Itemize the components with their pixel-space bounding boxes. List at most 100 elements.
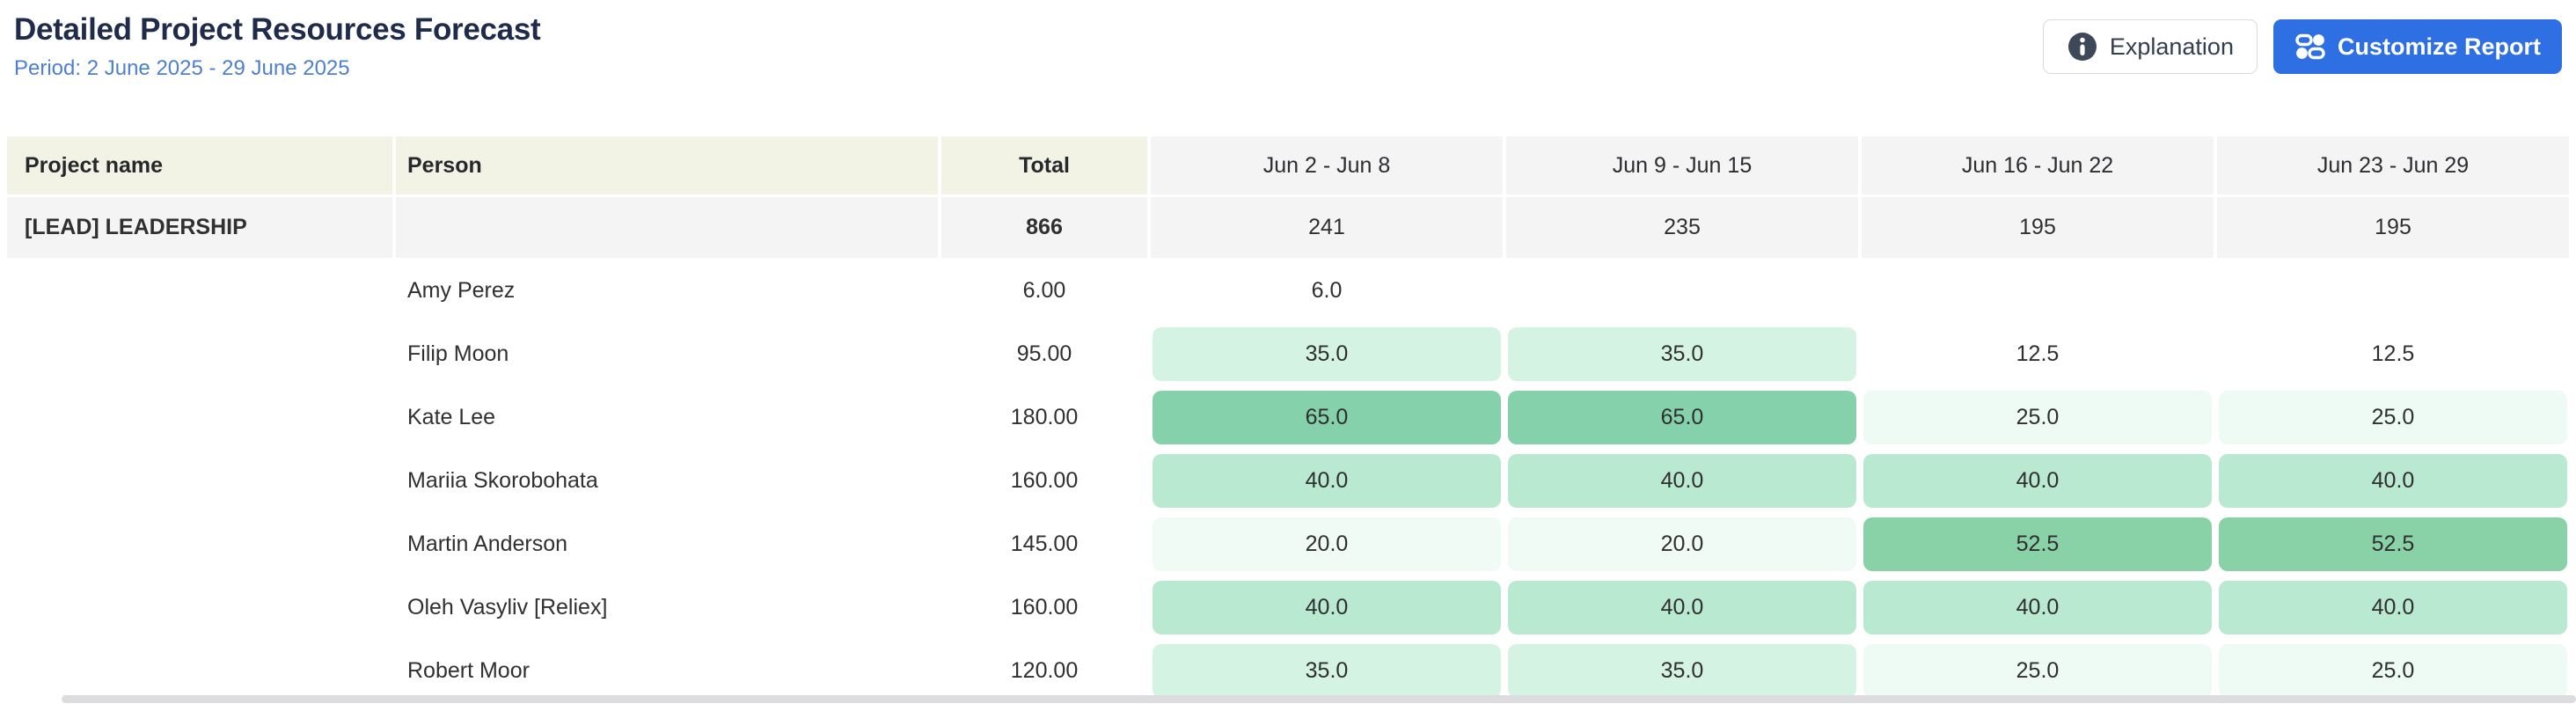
person-row[interactable]: Amy Perez 6.00 6.0 bbox=[7, 260, 2569, 321]
allocation-pill: 65.0 bbox=[1153, 391, 1501, 444]
allocation-pill: 40.0 bbox=[1508, 454, 1856, 508]
project-total-cell: 866 bbox=[941, 197, 1147, 258]
week-cell bbox=[1506, 260, 1858, 321]
person-cell: Oleh Vasyliv [Reliex] bbox=[407, 595, 608, 620]
allocation-pill: 12.5 bbox=[2016, 341, 2060, 366]
project-summary-row[interactable]: [LEAD] LEADERSHIP 866 241 235 195 195 bbox=[7, 197, 2569, 258]
allocation-pill: 52.5 bbox=[2219, 517, 2567, 571]
person-row[interactable]: Oleh Vasyliv [Reliex] 160.00 40.0 40.0 40.0 4… bbox=[7, 577, 2569, 638]
allocation-pill: 25.0 bbox=[2219, 391, 2567, 444]
allocation-pill: 25.0 bbox=[1863, 644, 2212, 698]
project-name-cell: [LEAD] LEADERSHIP bbox=[7, 197, 392, 258]
explanation-button[interactable]: Explanation bbox=[2042, 19, 2258, 74]
allocation-pill: 25.0 bbox=[2219, 644, 2567, 698]
project-name-cell bbox=[7, 451, 392, 511]
column-header-jun-23-jun-29: Jun 23 - Jun 29 bbox=[2217, 136, 2569, 194]
person-row[interactable]: Robert Moor 120.00 35.0 35.0 25.0 25.0 bbox=[7, 641, 2569, 701]
person-total-cell: 180.00 bbox=[1010, 405, 1079, 429]
allocation-pill bbox=[2219, 264, 2567, 318]
horizontal-scrollbar-thumb[interactable] bbox=[62, 695, 2576, 703]
week-cell bbox=[1862, 260, 2214, 321]
week-cell: 25.0 bbox=[1862, 641, 2214, 701]
week-cell: 12.5 bbox=[2217, 324, 2569, 385]
week-cell: 12.5 bbox=[1862, 324, 2214, 385]
column-header-jun-2-jun-8: Jun 2 - Jun 8 bbox=[1151, 136, 1503, 194]
project-name-cell bbox=[7, 577, 392, 638]
column-header-jun-9-jun-15: Jun 9 - Jun 15 bbox=[1506, 136, 1858, 194]
allocation-pill: 40.0 bbox=[2219, 581, 2567, 634]
project-name-cell bbox=[7, 387, 392, 448]
page-title: Detailed Project Resources Forecast bbox=[14, 12, 541, 47]
person-cell: Kate Lee bbox=[407, 405, 496, 429]
week-cell: 20.0 bbox=[1151, 514, 1503, 575]
info-icon bbox=[2067, 31, 2098, 62]
page-header: Detailed Project Resources Forecast Peri… bbox=[14, 12, 2562, 81]
week-cell: 65.0 bbox=[1151, 387, 1503, 448]
person-row[interactable]: Filip Moon 95.00 35.0 35.0 12.5 12.5 bbox=[7, 324, 2569, 385]
allocation-pill: 40.0 bbox=[1508, 581, 1856, 634]
project-name-cell bbox=[7, 260, 392, 321]
person-row[interactable]: Mariia Skorobohata 160.00 40.0 40.0 40.0 40.0 bbox=[7, 451, 2569, 511]
project-week-total-cell: 241 bbox=[1151, 197, 1503, 258]
person-total-cell: 95.00 bbox=[1016, 341, 1072, 366]
allocation-pill: 35.0 bbox=[1508, 327, 1856, 381]
person-row[interactable]: Kate Lee 180.00 65.0 65.0 25.0 25.0 bbox=[7, 387, 2569, 448]
project-week-total-cell: 195 bbox=[2217, 197, 2569, 258]
allocation-pill: 12.5 bbox=[2371, 341, 2415, 366]
allocation-pill bbox=[1508, 264, 1856, 318]
week-cell: 35.0 bbox=[1151, 641, 1503, 701]
person-total-cell: 120.00 bbox=[1010, 658, 1079, 683]
allocation-pill: 40.0 bbox=[1863, 581, 2212, 634]
person-cell bbox=[396, 197, 938, 258]
explanation-button-label: Explanation bbox=[2109, 33, 2234, 60]
column-header-project-name: Project name bbox=[7, 136, 392, 194]
header-actions: Explanation Customize Report bbox=[2042, 19, 2562, 74]
allocation-pill: 35.0 bbox=[1508, 644, 1856, 698]
week-cell: 40.0 bbox=[2217, 451, 2569, 511]
person-total-cell: 160.00 bbox=[1010, 595, 1079, 620]
person-row[interactable]: Martin Anderson 145.00 20.0 20.0 52.5 52.5 bbox=[7, 514, 2569, 575]
week-cell: 20.0 bbox=[1506, 514, 1858, 575]
week-cell: 25.0 bbox=[2217, 387, 2569, 448]
person-total-cell: 160.00 bbox=[1010, 468, 1079, 493]
week-cell: 6.0 bbox=[1151, 260, 1503, 321]
week-cell: 25.0 bbox=[1862, 387, 2214, 448]
allocation-pill: 65.0 bbox=[1508, 391, 1856, 444]
period-subtitle: Period: 2 June 2025 - 29 June 2025 bbox=[14, 56, 350, 80]
person-cell: Robert Moor bbox=[407, 658, 530, 683]
allocation-pill: 40.0 bbox=[1153, 581, 1501, 634]
allocation-pill: 40.0 bbox=[1153, 454, 1501, 508]
table-header-row: Project name Person Total Jun 2 - Jun 8 Jun … bbox=[7, 136, 2569, 194]
week-cell: 35.0 bbox=[1506, 641, 1858, 701]
customize-report-button[interactable]: Customize Report bbox=[2272, 19, 2562, 74]
week-cell: 65.0 bbox=[1506, 387, 1858, 448]
allocation-pill: 20.0 bbox=[1153, 517, 1501, 571]
horizontal-scrollbar-track bbox=[0, 693, 2576, 704]
person-cell: Mariia Skorobohata bbox=[407, 468, 598, 493]
person-total-cell: 6.00 bbox=[1022, 278, 1066, 303]
week-cell: 25.0 bbox=[2217, 641, 2569, 701]
project-name-cell bbox=[7, 641, 392, 701]
column-header-person: Person bbox=[396, 136, 938, 194]
project-name-cell bbox=[7, 324, 392, 385]
week-cell: 40.0 bbox=[1506, 577, 1858, 638]
allocation-pill: 52.5 bbox=[1863, 517, 2212, 571]
week-cell: 40.0 bbox=[1151, 577, 1503, 638]
person-cell: Amy Perez bbox=[407, 278, 516, 303]
week-cell: 40.0 bbox=[1862, 451, 2214, 511]
week-cell: 40.0 bbox=[1506, 451, 1858, 511]
forecast-table: Project name Person Total Jun 2 - Jun 8 Jun … bbox=[7, 136, 2569, 704]
customize-report-button-label: Customize Report bbox=[2337, 33, 2541, 60]
project-week-total-cell: 235 bbox=[1506, 197, 1858, 258]
week-cell: 40.0 bbox=[1862, 577, 2214, 638]
allocation-pill bbox=[1863, 264, 2212, 318]
week-cell: 52.5 bbox=[2217, 514, 2569, 575]
allocation-pill: 25.0 bbox=[1863, 391, 2212, 444]
week-cell: 35.0 bbox=[1506, 324, 1858, 385]
column-header-jun-16-jun-22: Jun 16 - Jun 22 bbox=[1862, 136, 2214, 194]
week-cell: 35.0 bbox=[1151, 324, 1503, 385]
person-cell: Martin Anderson bbox=[407, 532, 568, 556]
person-total-cell: 145.00 bbox=[1010, 532, 1079, 556]
allocation-pill: 20.0 bbox=[1508, 517, 1856, 571]
allocation-pill: 35.0 bbox=[1153, 327, 1501, 381]
